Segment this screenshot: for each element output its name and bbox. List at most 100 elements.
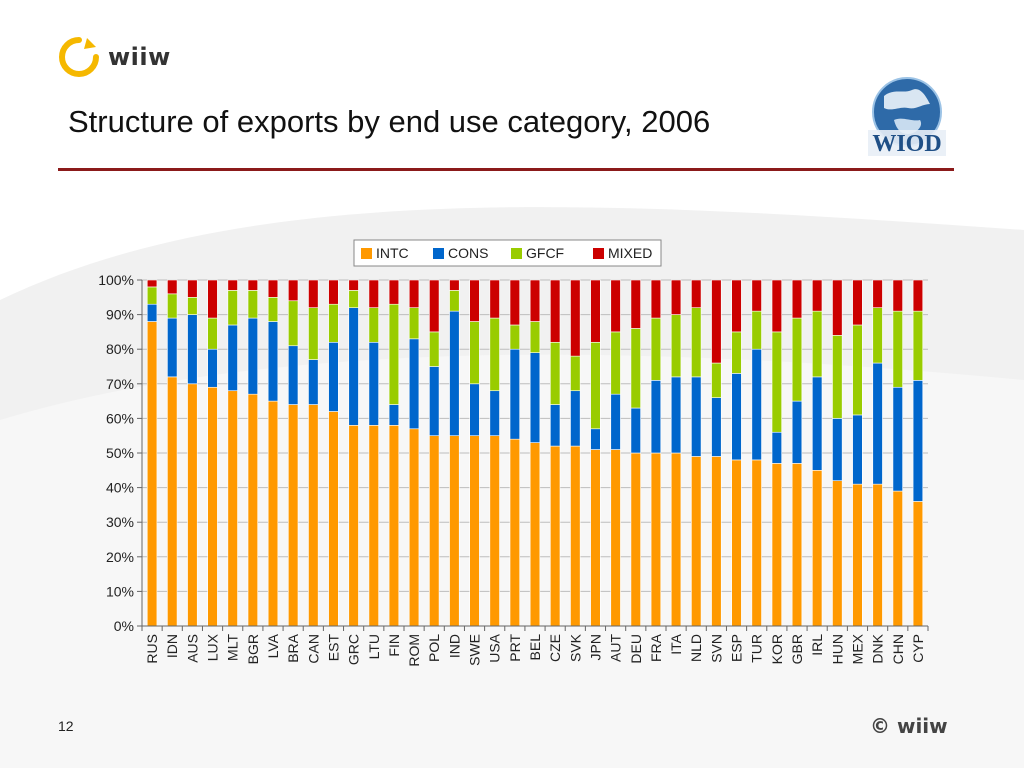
- bar-gfcf-nld: [691, 307, 702, 378]
- bar-gfcf-svk: [570, 355, 581, 392]
- bar-cons-pol: [429, 366, 440, 436]
- bar-gfcf-kor: [771, 331, 782, 433]
- bar-mixed-pol: [429, 279, 440, 333]
- bar-intc-prt: [509, 438, 520, 627]
- bar-cons-usa: [489, 390, 500, 437]
- bar-mixed-idn: [167, 279, 178, 295]
- bar-intc-aut: [610, 449, 621, 627]
- bar-cons-aut: [610, 393, 621, 450]
- x-tick-label-bra: BRA: [285, 633, 301, 662]
- x-tick-label-can: CAN: [305, 634, 321, 664]
- bar-intc-fra: [650, 452, 662, 627]
- bar-gfcf-pol: [429, 331, 440, 367]
- bar-gfcf-idn: [167, 293, 178, 319]
- bar-gfcf-mlt: [227, 290, 238, 326]
- bar-gfcf-fra: [650, 317, 662, 381]
- bar-intc-ltu: [368, 425, 379, 627]
- legend-label-cons: CONS: [448, 245, 488, 261]
- bar-intc-rus: [146, 321, 158, 627]
- x-tick-label-est: EST: [325, 634, 341, 662]
- bar-cons-fra: [650, 380, 662, 454]
- bar-cons-esp: [731, 373, 742, 461]
- page-number: 12: [58, 718, 74, 734]
- bar-cons-rus: [146, 303, 158, 322]
- slide-title: Structure of exports by end use category…: [68, 104, 711, 139]
- bar-mixed-esp: [731, 279, 742, 333]
- bar-gfcf-cyp: [912, 310, 924, 381]
- y-tick-label: 0%: [114, 618, 134, 634]
- y-tick-label: 20%: [106, 549, 134, 565]
- bar-mixed-aus: [187, 279, 198, 298]
- x-tick-label-pol: POL: [426, 634, 442, 662]
- bar-gfcf-grc: [348, 290, 359, 308]
- bar-mixed-ind: [449, 279, 460, 291]
- bar-intc-lva: [267, 400, 279, 627]
- x-tick-label-svk: SVK: [567, 633, 583, 662]
- bar-gfcf-usa: [489, 317, 500, 392]
- bar-mixed-deu: [630, 279, 641, 329]
- bar-cons-bra: [288, 345, 299, 405]
- wiiw-logo-icon: [59, 37, 99, 77]
- bar-cons-bgr: [247, 317, 258, 395]
- bar-mixed-lux: [207, 279, 218, 319]
- legend-label-mixed: MIXED: [608, 245, 652, 261]
- y-tick-label: 90%: [106, 307, 134, 323]
- bar-mixed-bra: [288, 279, 299, 302]
- copyright: © wiiw: [870, 714, 948, 738]
- bar-gfcf-tur: [751, 310, 762, 350]
- wiod-logo-text: WIOD: [872, 131, 941, 157]
- x-tick-label-tur: TUR: [749, 634, 765, 663]
- bar-gfcf-bel: [529, 321, 541, 353]
- bar-intc-swe: [469, 435, 480, 627]
- bar-mixed-ltu: [368, 279, 379, 308]
- x-tick-label-fin: FIN: [386, 634, 402, 657]
- bar-mixed-ita: [670, 279, 682, 315]
- wiod-logo: WIOD: [868, 77, 946, 157]
- bar-intc-bel: [529, 442, 541, 627]
- x-tick-label-gbr: GBR: [789, 634, 805, 664]
- bar-cons-cyp: [912, 380, 924, 502]
- bar-intc-hun: [832, 480, 843, 627]
- bar-intc-bgr: [247, 393, 258, 627]
- bar-gfcf-lux: [207, 317, 218, 350]
- bar-mixed-jpn: [590, 279, 601, 343]
- bar-cons-lva: [267, 321, 279, 402]
- bar-gfcf-gbr: [791, 317, 803, 402]
- bar-gfcf-jpn: [590, 341, 601, 430]
- bar-gfcf-aus: [187, 296, 198, 315]
- bar-gfcf-rus: [146, 286, 158, 305]
- x-tick-label-rom: ROM: [406, 634, 422, 667]
- bar-cons-nld: [691, 376, 702, 457]
- x-tick-label-bgr: BGR: [245, 634, 261, 664]
- bar-cons-ind: [449, 310, 460, 437]
- bar-cons-svn: [711, 397, 722, 457]
- x-tick-label-rus: RUS: [144, 634, 160, 664]
- bar-mixed-aut: [610, 279, 621, 333]
- x-tick-label-kor: KOR: [769, 634, 785, 664]
- legend-swatch-gfcf: [511, 248, 522, 259]
- bar-mixed-mlt: [227, 279, 238, 291]
- bar-intc-lux: [207, 386, 218, 627]
- bar-cons-can: [308, 359, 319, 405]
- bar-mixed-prt: [509, 279, 520, 326]
- x-tick-label-aut: AUT: [608, 634, 624, 662]
- bar-cons-gbr: [791, 400, 803, 464]
- bar-gfcf-irl: [812, 310, 823, 378]
- bar-gfcf-hun: [832, 335, 843, 419]
- bar-gfcf-esp: [731, 331, 742, 374]
- bar-gfcf-chn: [892, 310, 903, 388]
- bar-intc-mlt: [227, 390, 238, 627]
- bar-gfcf-swe: [469, 321, 480, 385]
- y-tick-label: 80%: [106, 341, 134, 357]
- x-tick-label-lux: LUX: [205, 633, 221, 661]
- bar-cons-est: [328, 341, 339, 412]
- x-tick-label-fra: FRA: [648, 633, 664, 662]
- bar-gfcf-lva: [267, 296, 279, 322]
- bar-gfcf-fin: [388, 303, 400, 405]
- bar-intc-can: [308, 404, 319, 627]
- bar-mixed-bgr: [247, 279, 258, 291]
- bar-intc-bra: [288, 404, 299, 627]
- bar-intc-irl: [812, 469, 823, 627]
- bar-mixed-rus: [146, 279, 158, 288]
- legend-box: [353, 239, 662, 267]
